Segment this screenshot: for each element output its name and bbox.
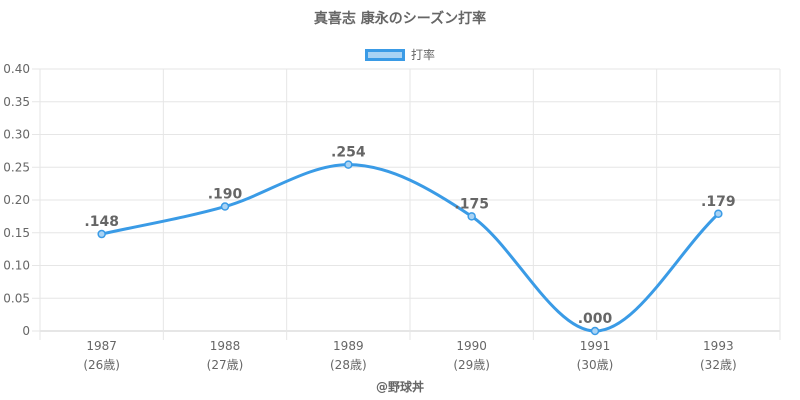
credit-text: @野球丼	[375, 380, 424, 394]
x-tick-sublabel: (32歳)	[700, 358, 737, 372]
legend[interactable]: 打率	[0, 46, 800, 63]
chart-title: 真喜志 康永のシーズン打率	[313, 11, 487, 27]
y-tick-label: 0.40	[3, 62, 30, 76]
data-label: .175	[454, 196, 489, 212]
y-tick-label: 0.35	[3, 95, 30, 109]
x-tick-label: 1993	[703, 339, 734, 353]
axes: 0 0.05 0.10 0.15 0.20 0.25 0.30 0.35 0.40 1987 (26…	[3, 62, 736, 372]
data-point	[714, 209, 723, 219]
data-point	[590, 326, 600, 336]
series	[97, 160, 723, 336]
data-label: .254	[331, 145, 366, 161]
data-point	[97, 229, 106, 239]
data-label: .190	[208, 187, 243, 203]
y-tick-label: 0.15	[3, 226, 30, 240]
data-point	[220, 202, 230, 211]
x-tick-label: 1989	[333, 339, 364, 353]
x-tick-label: 1990	[456, 339, 487, 353]
y-tick-label: 0	[22, 324, 30, 338]
x-tick-sublabel: (26歳)	[83, 358, 120, 372]
x-tick-label: 1988	[210, 339, 241, 353]
legend-swatch	[364, 48, 405, 61]
legend-label: 打率	[410, 48, 435, 62]
data-label: .000	[578, 311, 613, 327]
data-point	[467, 212, 476, 221]
y-tick-label: 0.05	[3, 291, 30, 305]
grid	[32, 68, 781, 340]
y-tick-label: 0.20	[3, 193, 30, 207]
x-tick-sublabel: (27歳)	[207, 358, 244, 372]
data-point	[344, 160, 353, 169]
y-tick-label: 0.10	[3, 259, 30, 273]
x-tick-sublabel: (29歳)	[453, 358, 490, 372]
x-tick-sublabel: (28歳)	[330, 358, 367, 372]
x-tick-sublabel: (30歳)	[577, 358, 614, 372]
x-tick-label: 1987	[86, 339, 117, 353]
data-label: .148	[84, 214, 119, 230]
x-tick-label: 1991	[580, 339, 611, 353]
series-line	[100, 163, 720, 333]
data-label: .179	[701, 194, 736, 210]
y-tick-label: 0.30	[3, 128, 30, 142]
y-tick-label: 0.25	[3, 160, 30, 174]
data-labels: .148 .190 .254 .175 .000 .179	[84, 145, 735, 327]
